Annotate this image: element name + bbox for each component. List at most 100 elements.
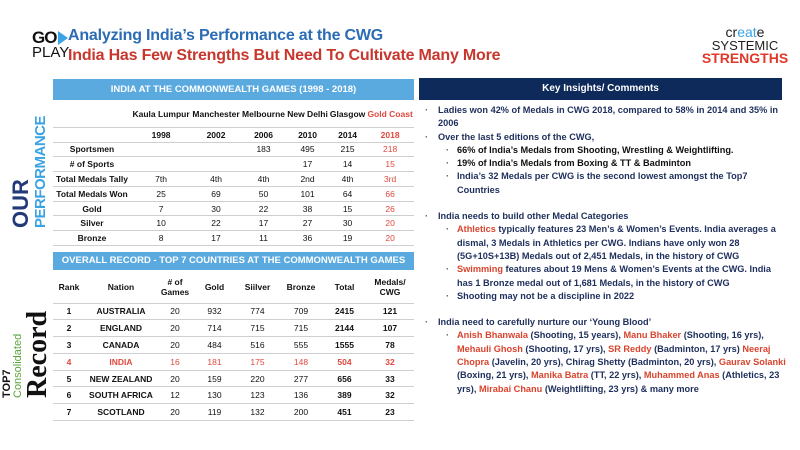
insight-text: (Javelin, 20 yrs), Chirag Shetty (Badmin… — [489, 357, 719, 368]
insight-text: (Shooting, 15 years), — [527, 330, 624, 341]
cell: 33 — [366, 370, 414, 388]
cell: 16 — [157, 353, 193, 371]
label-performance: PERFORMANCE — [32, 115, 49, 228]
insight-text: (Badminton, 17 yrs) — [651, 343, 743, 354]
cell: 11 — [240, 230, 287, 247]
insight-text: 66% of India’s Medals from Shooting, Wre… — [457, 144, 734, 155]
cell: 25 — [131, 186, 192, 202]
column-header: Siilver — [236, 271, 279, 304]
cell: SOUTH AFRICA — [85, 386, 157, 405]
cell: 215 — [328, 142, 367, 158]
column-header: # of Games — [157, 271, 193, 304]
highlight-text: Muhammed Anas — [643, 370, 720, 381]
column-header: Total — [323, 271, 366, 304]
cell: 2 — [53, 319, 85, 338]
table-row: 6 SOUTH AFRICA 12 130 123 136 389 32 — [53, 386, 414, 405]
insight-item: · 19% of India’s Medals from Boxing & TT … — [419, 157, 789, 170]
cell: 123 — [236, 386, 279, 405]
insight-text: features about 19 Mens & Women’s Events … — [457, 264, 771, 288]
cell: 2144 — [323, 319, 366, 338]
bullet-icon: · — [446, 144, 450, 155]
cell: 130 — [193, 386, 236, 405]
highlight-text: Anish Bhanwala — [457, 330, 528, 341]
cell — [191, 156, 241, 173]
cell: 495 — [286, 142, 329, 158]
cell: ENGLAND — [85, 319, 157, 338]
cell: 7th — [131, 171, 192, 187]
cell: 2nd — [286, 171, 329, 187]
cell: 101 — [286, 186, 329, 202]
cell: 50 — [240, 186, 287, 202]
highlight-text: Manu Bhaker — [623, 330, 682, 341]
highlight-text: SR Reddy — [608, 343, 652, 354]
cell: 14 — [328, 156, 367, 173]
cell: CANADA — [85, 336, 157, 354]
insights-title: Key Insights/ Comments — [419, 78, 782, 100]
cell: 20 — [157, 319, 193, 338]
city-header: Kaula Lumpur — [131, 101, 192, 128]
bullet-icon: · — [425, 131, 429, 142]
cell: 4th — [240, 171, 287, 187]
india-table-title: INDIA AT THE COMMONWEALTH GAMES (1998 - … — [53, 79, 414, 100]
cell: 451 — [323, 403, 366, 422]
insight-text: typically features 23 Men’s & Women’s Ev… — [457, 224, 776, 261]
year-header: 2018 — [366, 127, 414, 143]
cell: 200 — [279, 403, 323, 422]
year-header: 1998 — [131, 127, 192, 143]
cell: 69 — [191, 186, 241, 202]
cell: 715 — [279, 319, 323, 338]
cell: 1555 — [323, 336, 366, 354]
cell: 20 — [366, 230, 414, 247]
insight-item: · Shooting may not be a discipline in 202… — [419, 290, 789, 303]
bullet-icon: · — [425, 317, 429, 328]
insight-item: · Anish Bhanwala (Shooting, 15 years), Ma… — [419, 329, 789, 395]
insight-item: · India need to carefully nurture our ‘Yo… — [419, 316, 789, 329]
top7-table-title: OVERALL RECORD - TOP 7 COUNTRIES AT THE … — [53, 252, 414, 270]
cell — [131, 142, 192, 158]
bullet-icon: · — [425, 211, 429, 222]
highlight-text: Neeraj Chopra — [457, 343, 771, 368]
cell: 20 — [157, 336, 193, 354]
bullet-icon: · — [446, 224, 450, 235]
our-performance-label: OUR PERFORMANCE — [8, 98, 49, 228]
cell: 20 — [366, 215, 414, 232]
insight-item: · Over the last 5 editions of the CWG, — [419, 131, 789, 144]
cell: 714 — [193, 319, 236, 338]
highlight-text: Mirabai Chanu — [478, 383, 543, 394]
cell: 10 — [131, 215, 192, 232]
city-header: Glasgow — [328, 101, 367, 128]
insight-item: · Ladies won 42% of Medals in CWG 2018, c… — [419, 104, 789, 131]
cell: 78 — [366, 336, 414, 354]
cell: 19 — [328, 230, 367, 247]
insight-item: · India needs to build other Medal Catego… — [419, 210, 789, 223]
row-label: Silver — [53, 215, 131, 232]
cell: 107 — [366, 319, 414, 338]
top7-countries-table: Rank Nation # of Games Gold Siilver Bronze Tot… — [53, 271, 414, 422]
cell: INDIA — [85, 353, 157, 371]
brand-create-b: eat — [737, 24, 757, 40]
cell: 20 — [157, 403, 193, 422]
cell: 20 — [157, 370, 193, 388]
cell: 15 — [328, 201, 367, 217]
year-header: 2002 — [191, 127, 241, 143]
cell: 7 — [131, 201, 192, 217]
insight-item: · 66% of India’s Medals from Shooting, Wr… — [419, 144, 789, 157]
cell: 656 — [323, 370, 366, 388]
row-label: Bronze — [53, 230, 131, 247]
insight-text: Shooting may not be a discipline in 2022 — [457, 290, 635, 301]
page-subtitle: India Has Few Strengths But Need To Cult… — [68, 47, 501, 64]
cell: 2415 — [323, 303, 366, 321]
table-row: Sportsmen 183 495 215 218 — [53, 142, 414, 158]
cell: 484 — [193, 336, 236, 354]
cell: 32 — [366, 386, 414, 405]
cell: 504 — [323, 353, 366, 371]
cell: 38 — [286, 201, 329, 217]
table-row: 7 SCOTLAND 20 119 132 200 451 23 — [53, 403, 414, 422]
row-label: Gold — [53, 201, 131, 217]
year-header: 2010 — [286, 127, 329, 143]
cell: 220 — [236, 370, 279, 388]
cell: 5 — [53, 370, 85, 388]
table-row: Total Medals Won 25 69 50 101 64 66 — [53, 186, 414, 202]
label-record: Record — [22, 310, 53, 398]
highlight-text: Swimming — [457, 264, 503, 275]
